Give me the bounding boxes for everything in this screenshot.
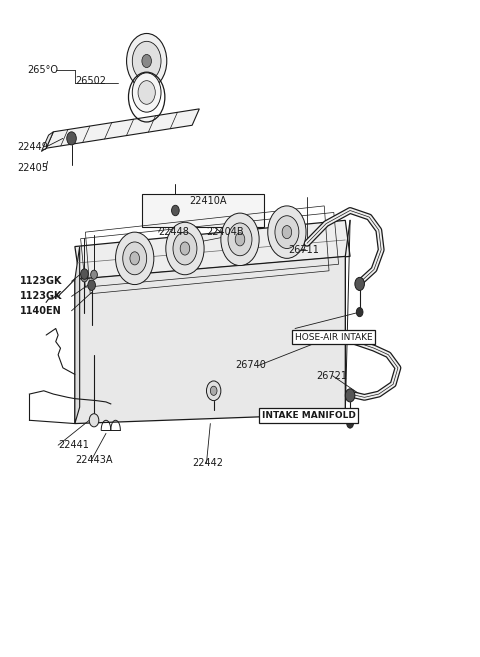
Circle shape	[88, 280, 96, 290]
Polygon shape	[75, 256, 345, 424]
Text: 22442: 22442	[192, 458, 223, 468]
Circle shape	[130, 252, 140, 265]
Polygon shape	[46, 109, 199, 148]
Circle shape	[127, 34, 167, 89]
Circle shape	[81, 273, 88, 282]
Circle shape	[166, 222, 204, 275]
Circle shape	[275, 215, 299, 248]
Circle shape	[235, 233, 245, 246]
Circle shape	[345, 389, 355, 402]
Text: 1123GK: 1123GK	[20, 291, 62, 302]
Text: 22449: 22449	[17, 142, 48, 152]
Text: 22410A: 22410A	[190, 196, 227, 206]
Circle shape	[89, 414, 99, 427]
Circle shape	[210, 386, 217, 396]
Circle shape	[221, 213, 259, 265]
Circle shape	[138, 81, 156, 104]
Circle shape	[206, 381, 221, 401]
Circle shape	[347, 419, 353, 428]
Circle shape	[116, 232, 154, 284]
Circle shape	[132, 41, 161, 81]
Circle shape	[171, 205, 179, 215]
Circle shape	[268, 206, 306, 258]
Polygon shape	[41, 132, 53, 152]
Text: 1140EN: 1140EN	[20, 306, 61, 316]
Text: 1123GK: 1123GK	[20, 277, 62, 286]
Circle shape	[91, 270, 97, 279]
Text: 26740: 26740	[235, 360, 266, 370]
Text: 22448: 22448	[158, 227, 190, 237]
Circle shape	[356, 307, 363, 317]
Circle shape	[282, 225, 292, 238]
Polygon shape	[75, 246, 80, 424]
Circle shape	[173, 232, 197, 265]
Circle shape	[123, 242, 147, 275]
Circle shape	[228, 223, 252, 256]
Text: 26502: 26502	[75, 76, 106, 85]
Circle shape	[142, 55, 152, 68]
Text: 26711: 26711	[288, 245, 319, 255]
Text: 265°O: 265°O	[27, 64, 58, 74]
Text: 22405: 22405	[17, 163, 48, 173]
Circle shape	[81, 269, 88, 279]
Text: 26721: 26721	[317, 371, 348, 380]
Circle shape	[180, 242, 190, 255]
Text: INTAKE MANIFOLD: INTAKE MANIFOLD	[262, 411, 355, 420]
Polygon shape	[75, 220, 350, 279]
Text: 22443A: 22443A	[75, 455, 112, 464]
Bar	[142, 194, 264, 227]
Text: 22404B: 22404B	[206, 227, 244, 237]
Circle shape	[132, 73, 161, 112]
Text: 22441: 22441	[58, 440, 89, 450]
Text: HOSE-AIR INTAKE: HOSE-AIR INTAKE	[295, 332, 372, 342]
Circle shape	[67, 132, 76, 145]
Circle shape	[355, 277, 364, 290]
